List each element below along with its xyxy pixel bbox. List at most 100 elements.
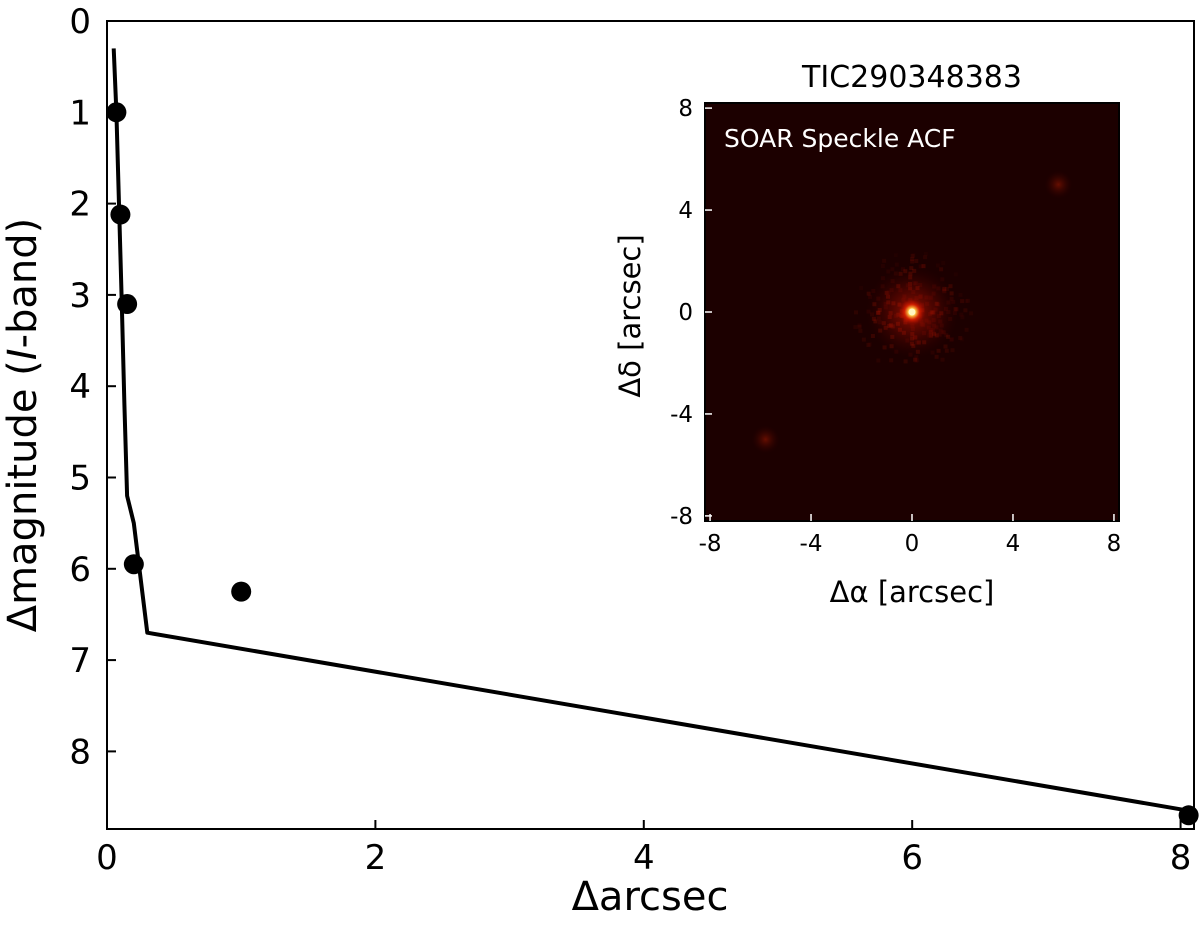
speckle-pixel — [964, 299, 969, 303]
inset-title: TIC290348383 — [801, 60, 1022, 95]
x-tick-label: 8 — [1170, 838, 1192, 878]
speckle-pixel — [941, 261, 946, 265]
inset-y-tick-label: -4 — [670, 402, 693, 428]
speckle-pixel — [910, 259, 915, 264]
speckle-pixel — [958, 292, 963, 297]
inset-x-axis-label: Δα [arcsec] — [830, 575, 995, 609]
speckle-pixel — [918, 264, 923, 269]
inset-y-tick-label: 8 — [678, 96, 693, 122]
speckle-pixel — [910, 257, 915, 262]
speckle-pixel — [935, 263, 940, 268]
y-tick-label: 7 — [69, 641, 91, 681]
main-chart: 0 2 4 6 8 0 1 2 3 4 5 6 7 8 Δarcsec Δmagnitude (I-ban… — [0, 2, 1199, 920]
speckle-pixel — [914, 259, 919, 263]
inset-ticks — [705, 107, 1115, 521]
speckle-pixel — [894, 262, 899, 267]
speckle-pixel — [880, 264, 885, 268]
acf-peak-core — [908, 308, 916, 316]
acf-secondary-peak — [751, 425, 780, 454]
speckle-pixel — [876, 358, 881, 363]
inset-annotation: SOAR Speckle ACF — [724, 124, 956, 153]
inset-y-tick-label: 0 — [678, 300, 693, 326]
speckle-pixel — [949, 337, 954, 342]
speckle-pixel — [958, 336, 963, 340]
speckle-pixel — [858, 328, 863, 333]
x-tick-label: 0 — [96, 838, 118, 878]
inset-x-tick-label: -4 — [800, 531, 823, 557]
speckle-pixel — [921, 264, 926, 269]
speckle-pixel — [963, 308, 968, 313]
speckle-pixel — [965, 298, 970, 303]
speckle-pixel — [889, 358, 894, 363]
speckle-pixel — [953, 272, 958, 277]
x-tick-label: 2 — [365, 838, 387, 878]
y-axis-label-italic: I — [0, 348, 46, 360]
inset-y-tick-label: -8 — [670, 504, 693, 530]
inset-x-tick-label: 8 — [1107, 531, 1122, 557]
detection-points — [106, 102, 1199, 826]
speckle-pixel — [943, 344, 948, 349]
inset-acf-peaks — [751, 170, 1073, 454]
speckle-pixel — [867, 342, 872, 347]
speckle-pixel — [890, 267, 895, 272]
y-tick-label: 6 — [69, 550, 91, 590]
contrast-curve-line — [111, 48, 1189, 813]
speckle-pixel — [914, 358, 919, 363]
speckle-pixel — [923, 255, 928, 260]
speckle-pixel — [969, 311, 974, 316]
y-tick-label: 0 — [69, 2, 91, 42]
speckle-pixel — [857, 323, 862, 328]
speckle-pixel — [939, 267, 944, 272]
main-plot-frame — [106, 20, 1195, 830]
speckle-pixel — [903, 359, 908, 364]
y-tick-label: 3 — [69, 276, 91, 316]
speckle-pixel — [857, 324, 862, 329]
y-tick-label: 5 — [69, 458, 91, 498]
speckle-pixel — [959, 337, 964, 342]
speckle-pixel — [882, 258, 887, 263]
inset-x-tick-label: 0 — [905, 531, 920, 557]
speckle-pixel — [859, 286, 864, 290]
speckle-pixel — [854, 310, 858, 315]
inset-image — [705, 103, 1119, 521]
y-axis-label: Δmagnitude (I-band) — [0, 218, 46, 633]
detection-point — [106, 102, 127, 123]
y-axis-label-prefix: Δmagnitude ( — [0, 360, 46, 632]
speckle-pixel — [910, 254, 915, 258]
speckle-pixel — [921, 264, 926, 268]
y-tick-label: 8 — [69, 732, 91, 772]
y-tick-label: 1 — [69, 93, 91, 133]
inset-x-tick-label: -8 — [699, 531, 722, 557]
speckle-pixel — [915, 358, 920, 363]
speckle-pixel — [936, 348, 941, 353]
speckle-pixel — [893, 253, 898, 258]
speckle-pixel — [949, 337, 954, 342]
x-axis-label: Δarcsec — [572, 874, 729, 920]
inset-y-tick-label: 4 — [678, 198, 693, 224]
speckle-pixel — [948, 284, 953, 289]
y-tick-label: 2 — [69, 185, 91, 225]
detection-point — [1178, 805, 1199, 826]
speckle-pixel — [950, 348, 955, 353]
speckle-pixel — [911, 253, 916, 258]
speckle-pixel — [944, 348, 949, 353]
speckle-pixel — [861, 337, 866, 342]
y-axis-label-suffix: -band) — [0, 218, 46, 349]
speckle-pixel — [853, 325, 858, 330]
speckle-pixel — [959, 312, 964, 317]
inset-chart: TIC290348383 SOAR Speckle ACF -8 -4 0 4 8-8-… — [613, 60, 1121, 609]
main-tick-labels: 0 2 4 6 8 0 1 2 3 4 5 6 7 8 — [69, 2, 1191, 878]
detection-point — [231, 581, 252, 602]
inset-x-tick-label: 4 — [1006, 531, 1021, 557]
y-tick-label: 4 — [69, 367, 91, 407]
speckle-pixel — [923, 252, 928, 256]
inset-tick-labels: -8 -4 0 4 8 -8 -4 0 4 8 — [670, 96, 1121, 557]
detection-point — [110, 204, 131, 225]
detection-point — [123, 554, 144, 575]
x-tick-label: 6 — [901, 838, 923, 878]
speckle-pixel — [866, 291, 871, 296]
speckle-pixel — [886, 269, 891, 274]
acf-secondary-peak — [1044, 170, 1073, 199]
speckle-pixel — [960, 315, 965, 320]
